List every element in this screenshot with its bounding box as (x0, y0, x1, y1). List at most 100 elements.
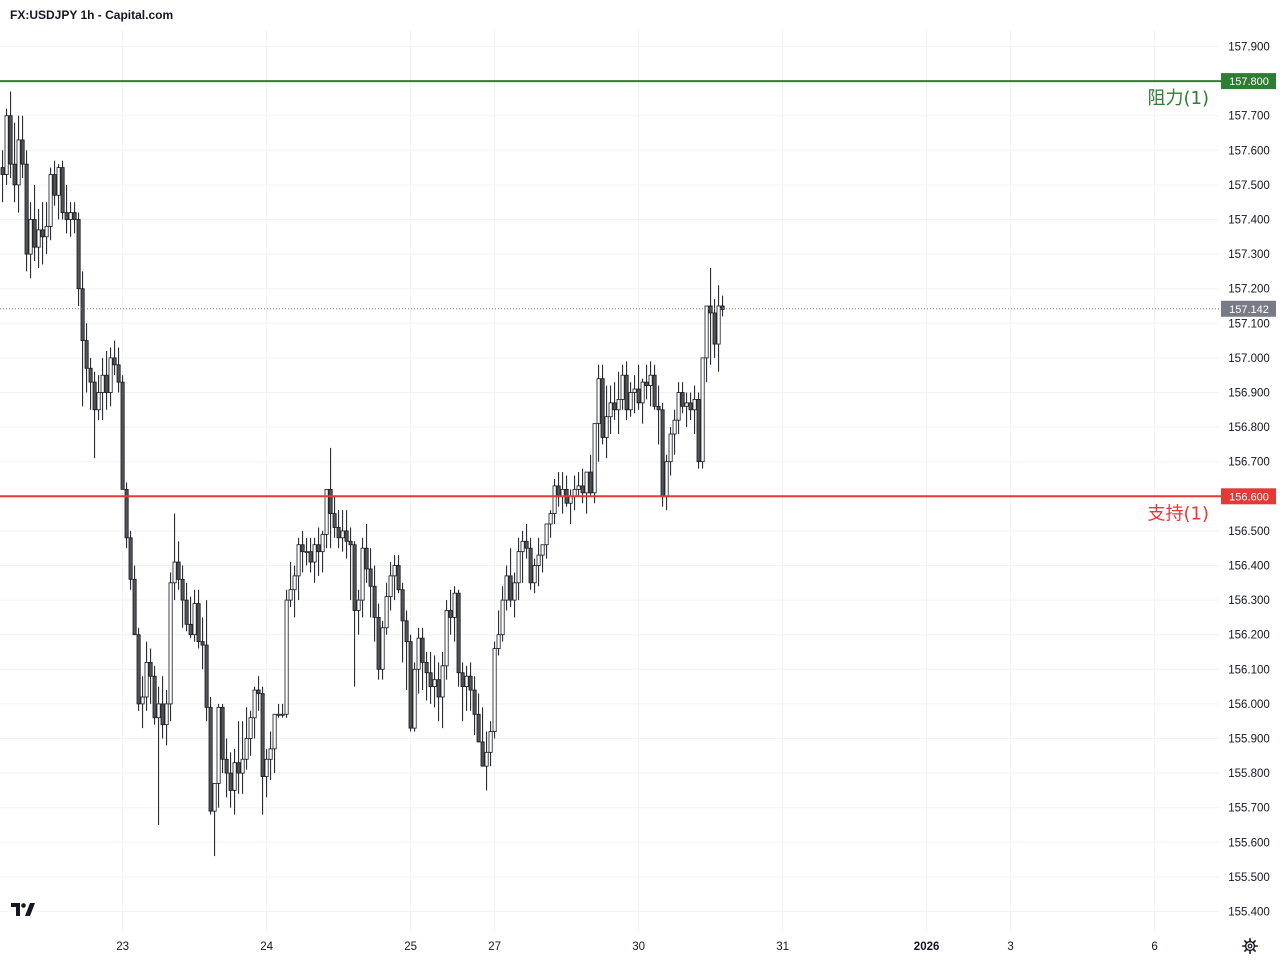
candle (600, 364, 605, 445)
candle-body (684, 402, 689, 407)
candle (524, 523, 529, 559)
candle-body (524, 540, 529, 549)
settings-gear-button[interactable] (1241, 937, 1259, 955)
y-tick-label: 155.800 (1228, 768, 1270, 780)
candle (460, 662, 465, 722)
candle (468, 662, 473, 711)
candle (708, 267, 713, 365)
last-price-label: 157.142 (1229, 304, 1269, 316)
candle (328, 447, 333, 549)
candle-body (68, 212, 73, 220)
candle-body (36, 229, 41, 248)
candle-body (184, 599, 189, 625)
candle (452, 586, 457, 642)
candle-body (72, 212, 77, 220)
candle-body (188, 623, 193, 636)
candle-body (572, 488, 577, 497)
candle (612, 382, 617, 421)
candle-body (432, 679, 437, 687)
candle-body (116, 364, 121, 383)
candle-body (380, 627, 385, 670)
candle-body (344, 530, 349, 542)
candle-body (16, 139, 21, 186)
candle-body (720, 305, 725, 310)
candle (628, 382, 633, 417)
candle (124, 482, 129, 549)
candle (552, 479, 557, 524)
level-0[interactable]: 阻力(1) (0, 80, 1221, 109)
candle-body (216, 706, 221, 784)
candle (372, 565, 377, 642)
candle-body (584, 471, 589, 494)
y-tick-label: 156.800 (1228, 422, 1270, 434)
candle (236, 721, 241, 794)
levels-layer: 阻力(1) 支持(1) (0, 80, 1221, 524)
candle (580, 468, 585, 504)
candle-body (240, 758, 245, 774)
candle-body (716, 305, 721, 345)
candle (696, 392, 701, 469)
y-tick-label: 156.300 (1228, 595, 1270, 607)
candle (672, 409, 677, 455)
candle-body (468, 675, 473, 691)
candle (332, 496, 337, 538)
candle (44, 202, 49, 255)
candle (448, 589, 453, 635)
candle-body (428, 672, 433, 688)
candle-body (452, 592, 457, 618)
candle-body (40, 229, 45, 238)
candle (596, 364, 601, 462)
candle (704, 305, 709, 383)
candle (536, 537, 541, 587)
candle-body (508, 575, 513, 601)
candle (28, 202, 33, 279)
candle (712, 299, 717, 358)
candle (264, 748, 269, 798)
y-tick-label: 156.100 (1228, 664, 1270, 676)
axes-layer: 157.900 157.800 157.700 157.600 157.500 157.4… (116, 42, 1276, 953)
candle-body (624, 374, 629, 411)
candle (500, 586, 505, 642)
candle-body (0, 167, 5, 175)
y-tick-label: 157.100 (1228, 318, 1270, 330)
candle (68, 202, 73, 237)
candle (316, 527, 321, 576)
candle (508, 548, 513, 608)
candle-body (208, 706, 213, 812)
candle (360, 537, 365, 618)
candle-body (676, 392, 681, 421)
candle (592, 423, 597, 504)
candle-body (660, 409, 665, 497)
candle-body (448, 610, 453, 618)
candle-body (180, 578, 185, 601)
candle-body (708, 305, 713, 314)
candle-body (652, 374, 657, 407)
y-tick-label: 155.700 (1228, 803, 1270, 815)
candle-body (544, 523, 549, 546)
candle-body (396, 565, 401, 591)
level-1[interactable]: 支持(1) (0, 495, 1221, 524)
candle-body (628, 392, 633, 411)
candle (64, 184, 69, 234)
y-tick-label: 155.400 (1228, 907, 1270, 919)
candle (120, 375, 125, 490)
y-tick-label: 157.000 (1228, 353, 1270, 365)
candle (688, 392, 693, 421)
candle (116, 347, 121, 393)
candle (148, 648, 153, 704)
candle (136, 627, 141, 711)
candle (436, 662, 441, 722)
candle (664, 454, 669, 511)
candle (488, 721, 493, 767)
candle (304, 537, 309, 566)
tradingview-logo[interactable] (8, 896, 38, 924)
candle-body (248, 717, 253, 739)
candle-body (656, 405, 661, 411)
tradingview-logo-icon (11, 903, 35, 916)
candle (560, 472, 565, 514)
candle-body (680, 392, 685, 407)
candle-body (416, 637, 421, 670)
x-tick-label: 24 (260, 941, 273, 953)
candle (636, 364, 641, 410)
